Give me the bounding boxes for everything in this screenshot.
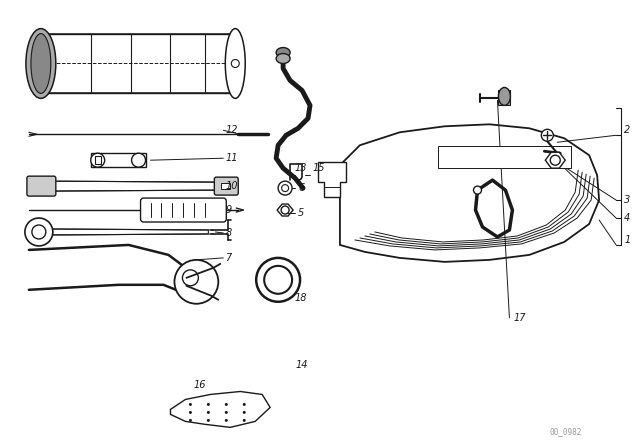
Ellipse shape [276, 53, 290, 64]
FancyBboxPatch shape [438, 146, 572, 168]
Circle shape [256, 258, 300, 302]
Circle shape [91, 153, 105, 167]
Text: 8: 8 [225, 228, 232, 238]
Polygon shape [91, 153, 145, 167]
Text: 00_0982: 00_0982 [549, 427, 582, 436]
Text: 16: 16 [193, 379, 206, 389]
Ellipse shape [26, 29, 56, 99]
Circle shape [182, 270, 198, 286]
Polygon shape [41, 34, 236, 93]
Text: 13: 13 [294, 163, 307, 173]
Circle shape [474, 186, 481, 194]
Circle shape [189, 411, 192, 414]
Text: 15: 15 [312, 163, 324, 173]
Circle shape [132, 153, 145, 167]
Polygon shape [170, 392, 270, 427]
Polygon shape [49, 229, 209, 235]
Polygon shape [499, 90, 511, 105]
Polygon shape [277, 204, 293, 216]
Text: 18: 18 [294, 293, 307, 303]
Text: 3: 3 [624, 195, 630, 205]
Text: 11: 11 [225, 153, 238, 163]
Circle shape [25, 218, 53, 246]
Text: 10: 10 [225, 181, 238, 191]
Circle shape [550, 155, 560, 165]
Text: 7: 7 [225, 253, 232, 263]
Text: 6: 6 [298, 183, 304, 193]
Circle shape [231, 60, 239, 68]
Polygon shape [318, 162, 346, 197]
Circle shape [189, 419, 192, 422]
Circle shape [243, 403, 246, 406]
FancyBboxPatch shape [141, 198, 227, 222]
Polygon shape [545, 152, 565, 168]
Text: 1: 1 [624, 235, 630, 245]
Ellipse shape [276, 47, 290, 57]
Ellipse shape [499, 87, 511, 105]
Ellipse shape [225, 29, 245, 99]
Circle shape [175, 260, 218, 304]
Circle shape [243, 419, 246, 422]
Circle shape [207, 419, 210, 422]
Polygon shape [340, 124, 599, 262]
Circle shape [264, 266, 292, 294]
Text: 4: 4 [624, 213, 630, 223]
Ellipse shape [31, 34, 51, 93]
Polygon shape [95, 156, 100, 164]
Circle shape [225, 411, 228, 414]
Circle shape [207, 411, 210, 414]
Text: 17: 17 [513, 313, 526, 323]
Text: 9: 9 [225, 205, 232, 215]
Text: 5: 5 [298, 208, 304, 218]
FancyBboxPatch shape [27, 176, 56, 196]
Circle shape [225, 419, 228, 422]
Polygon shape [49, 181, 218, 191]
Circle shape [243, 411, 246, 414]
Circle shape [207, 403, 210, 406]
Circle shape [278, 181, 292, 195]
FancyBboxPatch shape [214, 177, 238, 195]
Circle shape [282, 185, 289, 192]
Circle shape [281, 206, 289, 214]
Text: 14: 14 [295, 360, 308, 370]
Circle shape [541, 129, 553, 141]
Text: 2: 2 [624, 125, 630, 135]
Text: 12: 12 [225, 125, 238, 135]
Circle shape [32, 225, 46, 239]
Polygon shape [221, 183, 230, 189]
Circle shape [189, 403, 192, 406]
Circle shape [225, 403, 228, 406]
